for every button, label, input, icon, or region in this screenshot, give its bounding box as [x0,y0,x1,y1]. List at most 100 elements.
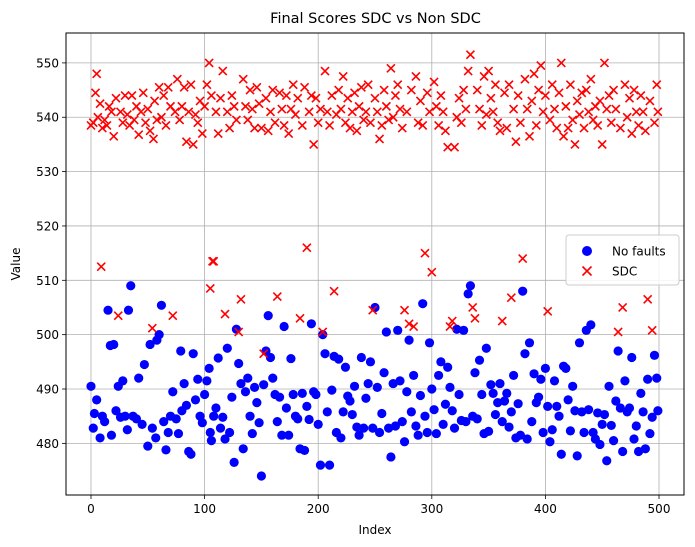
sdc-marker-stroke [397,123,407,133]
sdc-marker-stroke [365,118,376,128]
sdc-marker-stroke [215,93,226,103]
data-point-sdc [338,71,348,82]
x-tick-label: 300 [420,502,443,516]
data-point-sdc [622,112,632,122]
data-point-no-faults [215,423,226,433]
data-point-sdc [206,90,216,101]
data-point-sdc [359,115,369,125]
data-point-sdc [148,134,159,144]
sdc-marker-stroke [377,120,387,130]
data-point-no-faults [227,392,237,402]
sdc-marker-stroke [427,267,437,277]
data-point-no-faults [151,433,161,443]
data-point-sdc [161,120,171,130]
data-point-sdc [436,90,446,101]
data-point-no-faults [568,381,578,391]
sdc-marker-stroke [181,137,191,147]
sdc-marker-stroke [295,313,305,323]
sdc-marker-stroke [197,128,207,139]
sdc-marker-stroke [327,90,337,101]
data-point-no-faults [193,374,203,384]
data-point-sdc [159,90,169,101]
sdc-marker-stroke [275,88,285,98]
data-point-sdc [302,243,312,253]
data-point-no-faults [647,412,657,422]
data-point-sdc [288,80,298,90]
data-point-sdc [388,112,398,122]
sdc-marker-stroke [368,305,378,315]
data-point-no-faults [311,389,321,400]
data-point-no-faults [272,417,282,427]
data-point-sdc [627,128,637,139]
data-point-sdc [653,107,663,117]
sdc-marker-stroke [111,93,121,103]
data-point-sdc [268,85,278,95]
data-point-no-faults [159,417,169,427]
sdc-marker-stroke [338,71,348,82]
data-point-no-faults [297,388,307,398]
data-point-no-faults [574,338,585,348]
sdc-marker-stroke [202,80,212,90]
data-point-no-faults [427,384,437,394]
data-point-sdc [272,292,282,302]
data-point-no-faults [202,376,212,386]
data-point-sdc [281,90,291,101]
sdc-marker-stroke [481,109,491,120]
data-point-sdc [238,74,248,84]
data-point-no-faults [599,409,610,420]
data-point-sdc [529,69,539,79]
data-point-sdc [515,118,525,128]
sdc-marker-stroke [347,107,357,117]
data-point-sdc [409,321,419,332]
data-point-sdc [309,139,319,149]
sdc-marker-stroke [445,321,455,332]
sdc-marker-stroke [109,131,119,141]
data-point-sdc [438,107,448,117]
data-point-sdc [481,109,491,120]
data-point-no-faults [179,378,189,389]
sdc-marker-stroke [186,80,196,90]
y-tick-label: 500 [36,328,59,342]
data-point-sdc [122,109,132,120]
data-point-sdc [236,294,246,304]
sdc-marker-stroke [343,93,353,103]
sdc-marker-stroke [177,101,187,111]
data-point-sdc [136,107,146,117]
sdc-marker-stroke [402,107,412,117]
y-tick-label: 520 [36,219,59,233]
sdc-marker-stroke [543,306,553,316]
data-point-sdc [602,104,612,114]
sdc-marker-stroke [370,93,380,103]
sdc-marker-stroke [447,316,457,326]
data-point-sdc [513,90,523,101]
data-point-no-faults [304,414,314,425]
data-point-sdc [356,82,366,92]
data-point-sdc [599,58,610,68]
data-point-no-faults [256,471,266,481]
data-point-sdc [497,316,507,326]
data-point-no-faults [338,407,348,417]
data-point-sdc [372,107,382,117]
sdc-marker-stroke [440,126,450,136]
data-point-sdc [636,90,646,101]
data-point-no-faults [181,400,192,410]
data-point-no-faults [379,368,389,378]
data-point-sdc [415,96,426,106]
data-point-sdc [354,101,364,111]
data-point-sdc [104,101,114,111]
data-point-sdc [488,107,498,117]
legend-label-no-faults: No faults [612,245,666,259]
sdc-marker-stroke [636,90,646,101]
data-point-sdc [184,107,194,117]
sdc-marker-stroke [154,82,164,92]
data-point-no-faults [161,445,171,455]
sdc-marker-stroke [436,90,446,101]
data-point-sdc [318,327,328,337]
data-point-no-faults [545,437,555,447]
data-point-no-faults [234,358,244,369]
sdc-marker-stroke [638,107,648,117]
data-point-no-faults [461,417,471,427]
data-point-no-faults [123,305,134,315]
data-point-sdc [368,305,378,315]
sdc-marker-stroke [588,115,598,125]
